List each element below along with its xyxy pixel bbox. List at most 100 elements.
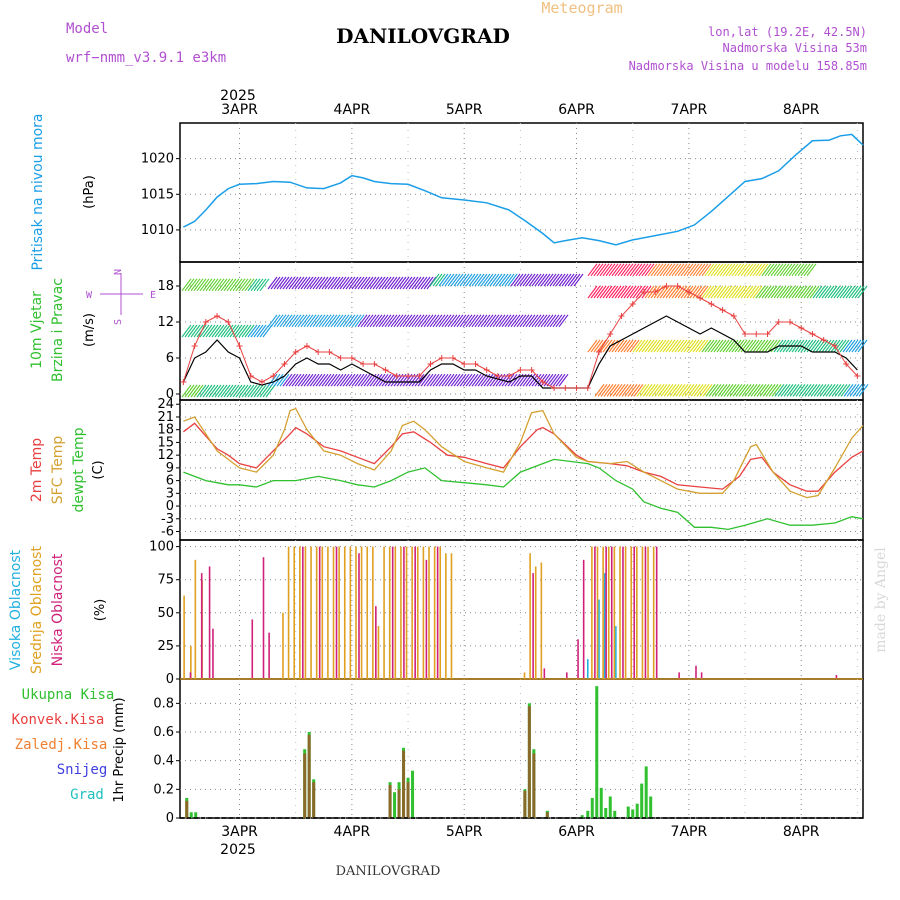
wind-arrow — [602, 339, 613, 353]
wind-arrow — [819, 384, 830, 397]
wind-arrow — [429, 273, 440, 287]
wind-band-mid-right — [587, 339, 868, 353]
wind-arrow — [333, 314, 344, 328]
wind-arrow — [680, 339, 691, 353]
wind-arrow — [638, 339, 649, 353]
wind-arrow — [256, 384, 267, 398]
wind-gust-marker — [214, 313, 221, 319]
wind-arrow — [267, 314, 278, 328]
wind-arrow — [429, 373, 440, 387]
wind-arrow — [614, 339, 625, 353]
y-tick-label: 75 — [157, 573, 174, 588]
wind-arrow — [459, 273, 470, 287]
wind-arrow — [393, 314, 404, 328]
wind-arrow — [845, 285, 856, 299]
wind-arrow — [702, 384, 713, 397]
wind-arrow — [789, 384, 800, 397]
wind-arrow — [477, 373, 488, 387]
precip-total-bar — [626, 806, 630, 818]
wind-arrow — [737, 339, 748, 353]
wind-arrow — [752, 285, 763, 299]
wind-arrow — [333, 373, 344, 387]
wind-arrow — [767, 263, 778, 277]
wind-band-top — [267, 276, 437, 290]
wind-arrow — [235, 324, 246, 338]
wind-arrow — [211, 324, 222, 338]
wind-arrow — [238, 384, 249, 398]
wind-arrow — [764, 339, 775, 353]
wind-arrow — [719, 339, 730, 353]
wind-gust-marker — [764, 331, 771, 337]
wind-arrow — [839, 339, 850, 353]
wind-arrow — [199, 384, 210, 398]
wind-arrow — [351, 373, 362, 387]
y-tick-label: 6 — [166, 351, 174, 366]
wind-arrow — [614, 263, 625, 277]
wind-arrow — [318, 276, 329, 290]
precip-total-bar — [194, 812, 198, 818]
wind-arrow — [291, 276, 302, 290]
wind-arrow — [238, 324, 249, 338]
wind-arrow — [366, 314, 377, 328]
wind-arrow — [794, 285, 805, 299]
wind-gust-marker — [405, 373, 412, 379]
wind-arrow — [761, 339, 772, 353]
precip-total-bar — [649, 796, 653, 818]
compass-w: W — [86, 290, 93, 301]
wind-arrow — [713, 263, 724, 277]
wind-arrow — [507, 273, 518, 287]
wind-arrow — [765, 384, 776, 397]
wind-arrow — [558, 373, 569, 387]
wind-arrow — [285, 276, 296, 290]
y-tick-label: -6 — [161, 525, 174, 540]
wind-arrow — [764, 285, 775, 299]
wind-arrow — [453, 314, 464, 328]
watermark: made by Angel — [873, 547, 889, 653]
wind-arrow — [686, 339, 697, 353]
wind-arrow — [184, 278, 195, 292]
wind-arrow — [456, 373, 467, 387]
wind-arrow — [626, 285, 637, 299]
wind-arrow — [722, 339, 733, 353]
wind-arrow — [740, 285, 751, 299]
wind-arrow — [414, 314, 425, 328]
wind-arrow — [369, 314, 380, 328]
wind-gust-marker — [225, 319, 232, 325]
wind-gust-marker — [236, 343, 243, 349]
precip-total-bar — [590, 797, 594, 818]
wind-arrow — [339, 373, 350, 387]
wind-band-top2 — [429, 273, 584, 287]
wind-gust-marker — [697, 295, 704, 301]
wind-arrow — [214, 324, 225, 338]
wind-arrow — [561, 273, 572, 287]
wind-arrow — [611, 339, 622, 353]
wind-arrow — [759, 384, 770, 397]
wind-arrow — [306, 314, 317, 328]
wind-arrow — [806, 263, 817, 277]
wind-arrow — [447, 373, 458, 387]
wind-arrow — [644, 263, 655, 277]
wind-arrow — [662, 263, 673, 277]
precip-total-bar — [608, 796, 612, 818]
wind-arrow — [483, 314, 494, 328]
wind-gust-marker — [730, 313, 737, 319]
wind-arrow — [662, 285, 673, 299]
wind-arrow — [594, 384, 605, 397]
wind-speed-line — [182, 315, 858, 389]
wind-arrow — [372, 373, 383, 387]
y-tick-label: 25 — [157, 639, 174, 654]
wind-arrow — [486, 273, 497, 287]
wind-arrow — [674, 285, 685, 299]
wind-arrow — [438, 314, 449, 328]
wind-gust-marker — [753, 331, 760, 337]
wind-arrow — [657, 384, 668, 397]
wind-arrow — [683, 263, 694, 277]
wind-arrow — [510, 273, 521, 287]
x-day-label-top: 8APR — [783, 102, 820, 118]
wind-arrow — [768, 384, 779, 397]
wind-arrow — [771, 384, 782, 397]
wind-arrow — [645, 384, 656, 397]
wind-arrow — [333, 276, 344, 290]
wind-arrow — [247, 384, 258, 398]
wind-arrow — [282, 314, 293, 328]
